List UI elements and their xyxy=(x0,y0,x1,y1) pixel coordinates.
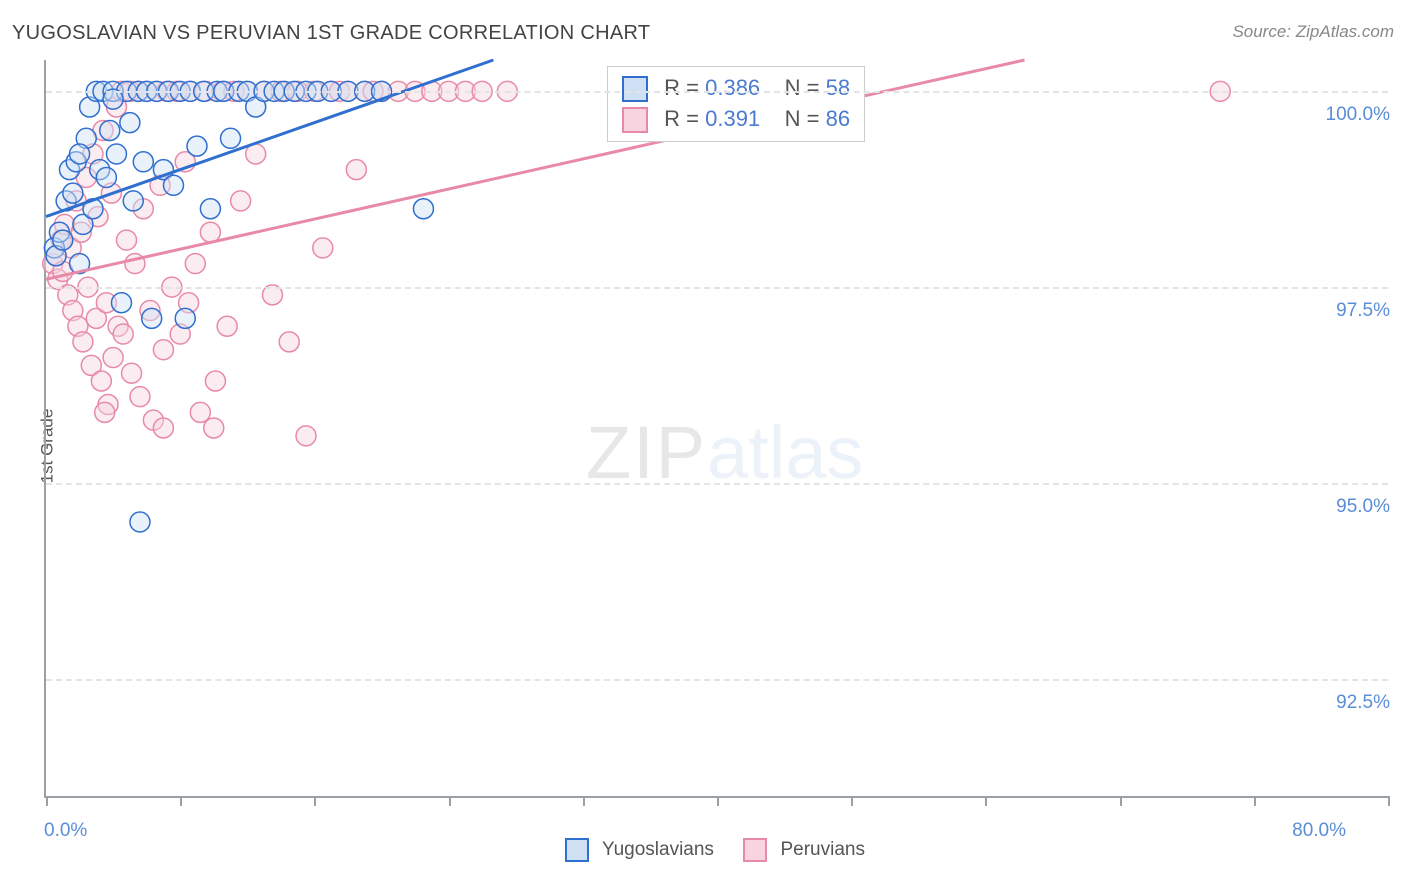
scatter-point xyxy=(200,222,220,242)
scatter-point xyxy=(122,363,142,383)
scatter-point xyxy=(313,238,333,258)
scatter-point xyxy=(185,254,205,274)
plot-area: ZIPatlas R = 0.386 N = 58 R = 0.391 N = … xyxy=(44,60,1388,798)
scatter-point xyxy=(100,120,120,140)
chart-title: YUGOSLAVIAN VS PERUVIAN 1ST GRADE CORREL… xyxy=(12,22,650,44)
scatter-point xyxy=(103,348,123,368)
gridline xyxy=(46,679,1388,681)
scatter-point xyxy=(217,316,237,336)
scatter-point xyxy=(130,512,150,532)
x-tick xyxy=(985,796,987,806)
scatter-point xyxy=(53,230,73,250)
legend: Yugoslavians Peruvians xyxy=(0,838,1406,862)
scatter-point xyxy=(111,293,131,313)
source-attribution: Source: ZipAtlas.com xyxy=(1232,22,1394,42)
y-tick-label: 92.5% xyxy=(1336,692,1390,714)
n-value-series2: 86 xyxy=(826,106,850,131)
y-tick-label: 100.0% xyxy=(1326,104,1390,126)
legend-label-series1: Yugoslavians xyxy=(602,839,714,860)
scatter-point xyxy=(153,418,173,438)
scatter-point xyxy=(96,167,116,187)
scatter-point xyxy=(200,199,220,219)
chart-header: YUGOSLAVIAN VS PERUVIAN 1ST GRADE CORREL… xyxy=(12,22,1394,50)
r-value-series1: 0.386 xyxy=(705,75,760,100)
x-tick xyxy=(314,796,316,806)
scatter-point xyxy=(133,152,153,172)
stat-row-series1: R = 0.386 N = 58 xyxy=(622,73,850,104)
scatter-point xyxy=(95,402,115,422)
r-value-series2: 0.391 xyxy=(705,106,760,131)
scatter-point xyxy=(123,191,143,211)
y-tick-label: 97.5% xyxy=(1336,300,1390,322)
scatter-point xyxy=(205,371,225,391)
scatter-point xyxy=(106,144,126,164)
chart-svg xyxy=(46,60,1388,796)
scatter-point xyxy=(73,332,93,352)
legend-label-series2: Peruvians xyxy=(780,839,865,860)
r-label-2: R = xyxy=(664,106,699,131)
scatter-point xyxy=(130,387,150,407)
n-value-series1: 58 xyxy=(826,75,850,100)
legend-swatch-series2 xyxy=(743,838,767,862)
scatter-point xyxy=(163,175,183,195)
n-label-1: N = xyxy=(785,75,820,100)
x-tick xyxy=(1254,796,1256,806)
stat-row-series2: R = 0.391 N = 86 xyxy=(622,104,850,135)
x-tick xyxy=(180,796,182,806)
scatter-point xyxy=(91,371,111,391)
x-tick xyxy=(1388,796,1390,806)
scatter-point xyxy=(279,332,299,352)
gridline xyxy=(46,91,1388,93)
legend-swatch-series1 xyxy=(565,838,589,862)
correlation-stat-box: R = 0.386 N = 58 R = 0.391 N = 86 xyxy=(607,66,865,142)
scatter-point xyxy=(204,418,224,438)
scatter-point xyxy=(296,426,316,446)
scatter-point xyxy=(190,402,210,422)
y-tick-label: 95.0% xyxy=(1336,496,1390,518)
n-label-2: N = xyxy=(785,106,820,131)
x-tick xyxy=(583,796,585,806)
gridline xyxy=(46,483,1388,485)
scatter-point xyxy=(70,144,90,164)
x-tick xyxy=(449,796,451,806)
scatter-point xyxy=(413,199,433,219)
scatter-point xyxy=(187,136,207,156)
scatter-point xyxy=(153,340,173,360)
scatter-point xyxy=(231,191,251,211)
x-tick xyxy=(851,796,853,806)
scatter-point xyxy=(113,324,133,344)
scatter-point xyxy=(346,160,366,180)
scatter-point xyxy=(142,308,162,328)
x-tick xyxy=(717,796,719,806)
scatter-point xyxy=(175,308,195,328)
gridline xyxy=(46,287,1388,289)
r-label-1: R = xyxy=(664,75,699,100)
scatter-point xyxy=(63,183,83,203)
scatter-point xyxy=(221,128,241,148)
x-tick xyxy=(46,796,48,806)
scatter-point xyxy=(120,113,140,133)
scatter-point xyxy=(117,230,137,250)
x-tick xyxy=(1120,796,1122,806)
stat-swatch-series1 xyxy=(622,76,648,102)
stat-swatch-series2 xyxy=(622,107,648,133)
